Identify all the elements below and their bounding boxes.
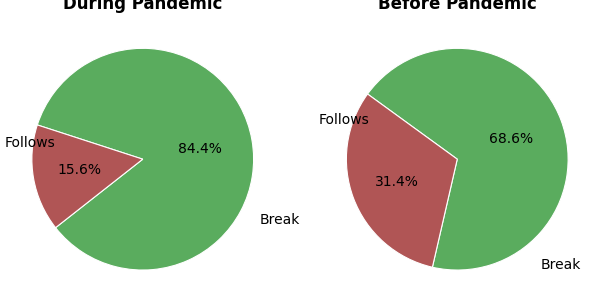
Wedge shape — [346, 94, 457, 267]
Wedge shape — [368, 48, 568, 270]
Title: Before Pandemic: Before Pandemic — [378, 0, 536, 13]
Text: 84.4%: 84.4% — [178, 142, 221, 156]
Title: During Pandemic: During Pandemic — [63, 0, 223, 13]
Wedge shape — [32, 125, 143, 228]
Text: Follows: Follows — [319, 113, 370, 127]
Text: 68.6%: 68.6% — [489, 132, 533, 146]
Text: Break: Break — [259, 213, 299, 227]
Text: 31.4%: 31.4% — [375, 175, 419, 189]
Wedge shape — [37, 48, 254, 270]
Text: Follows: Follows — [4, 135, 55, 149]
Text: 15.6%: 15.6% — [58, 163, 101, 178]
Text: Break: Break — [541, 257, 581, 271]
